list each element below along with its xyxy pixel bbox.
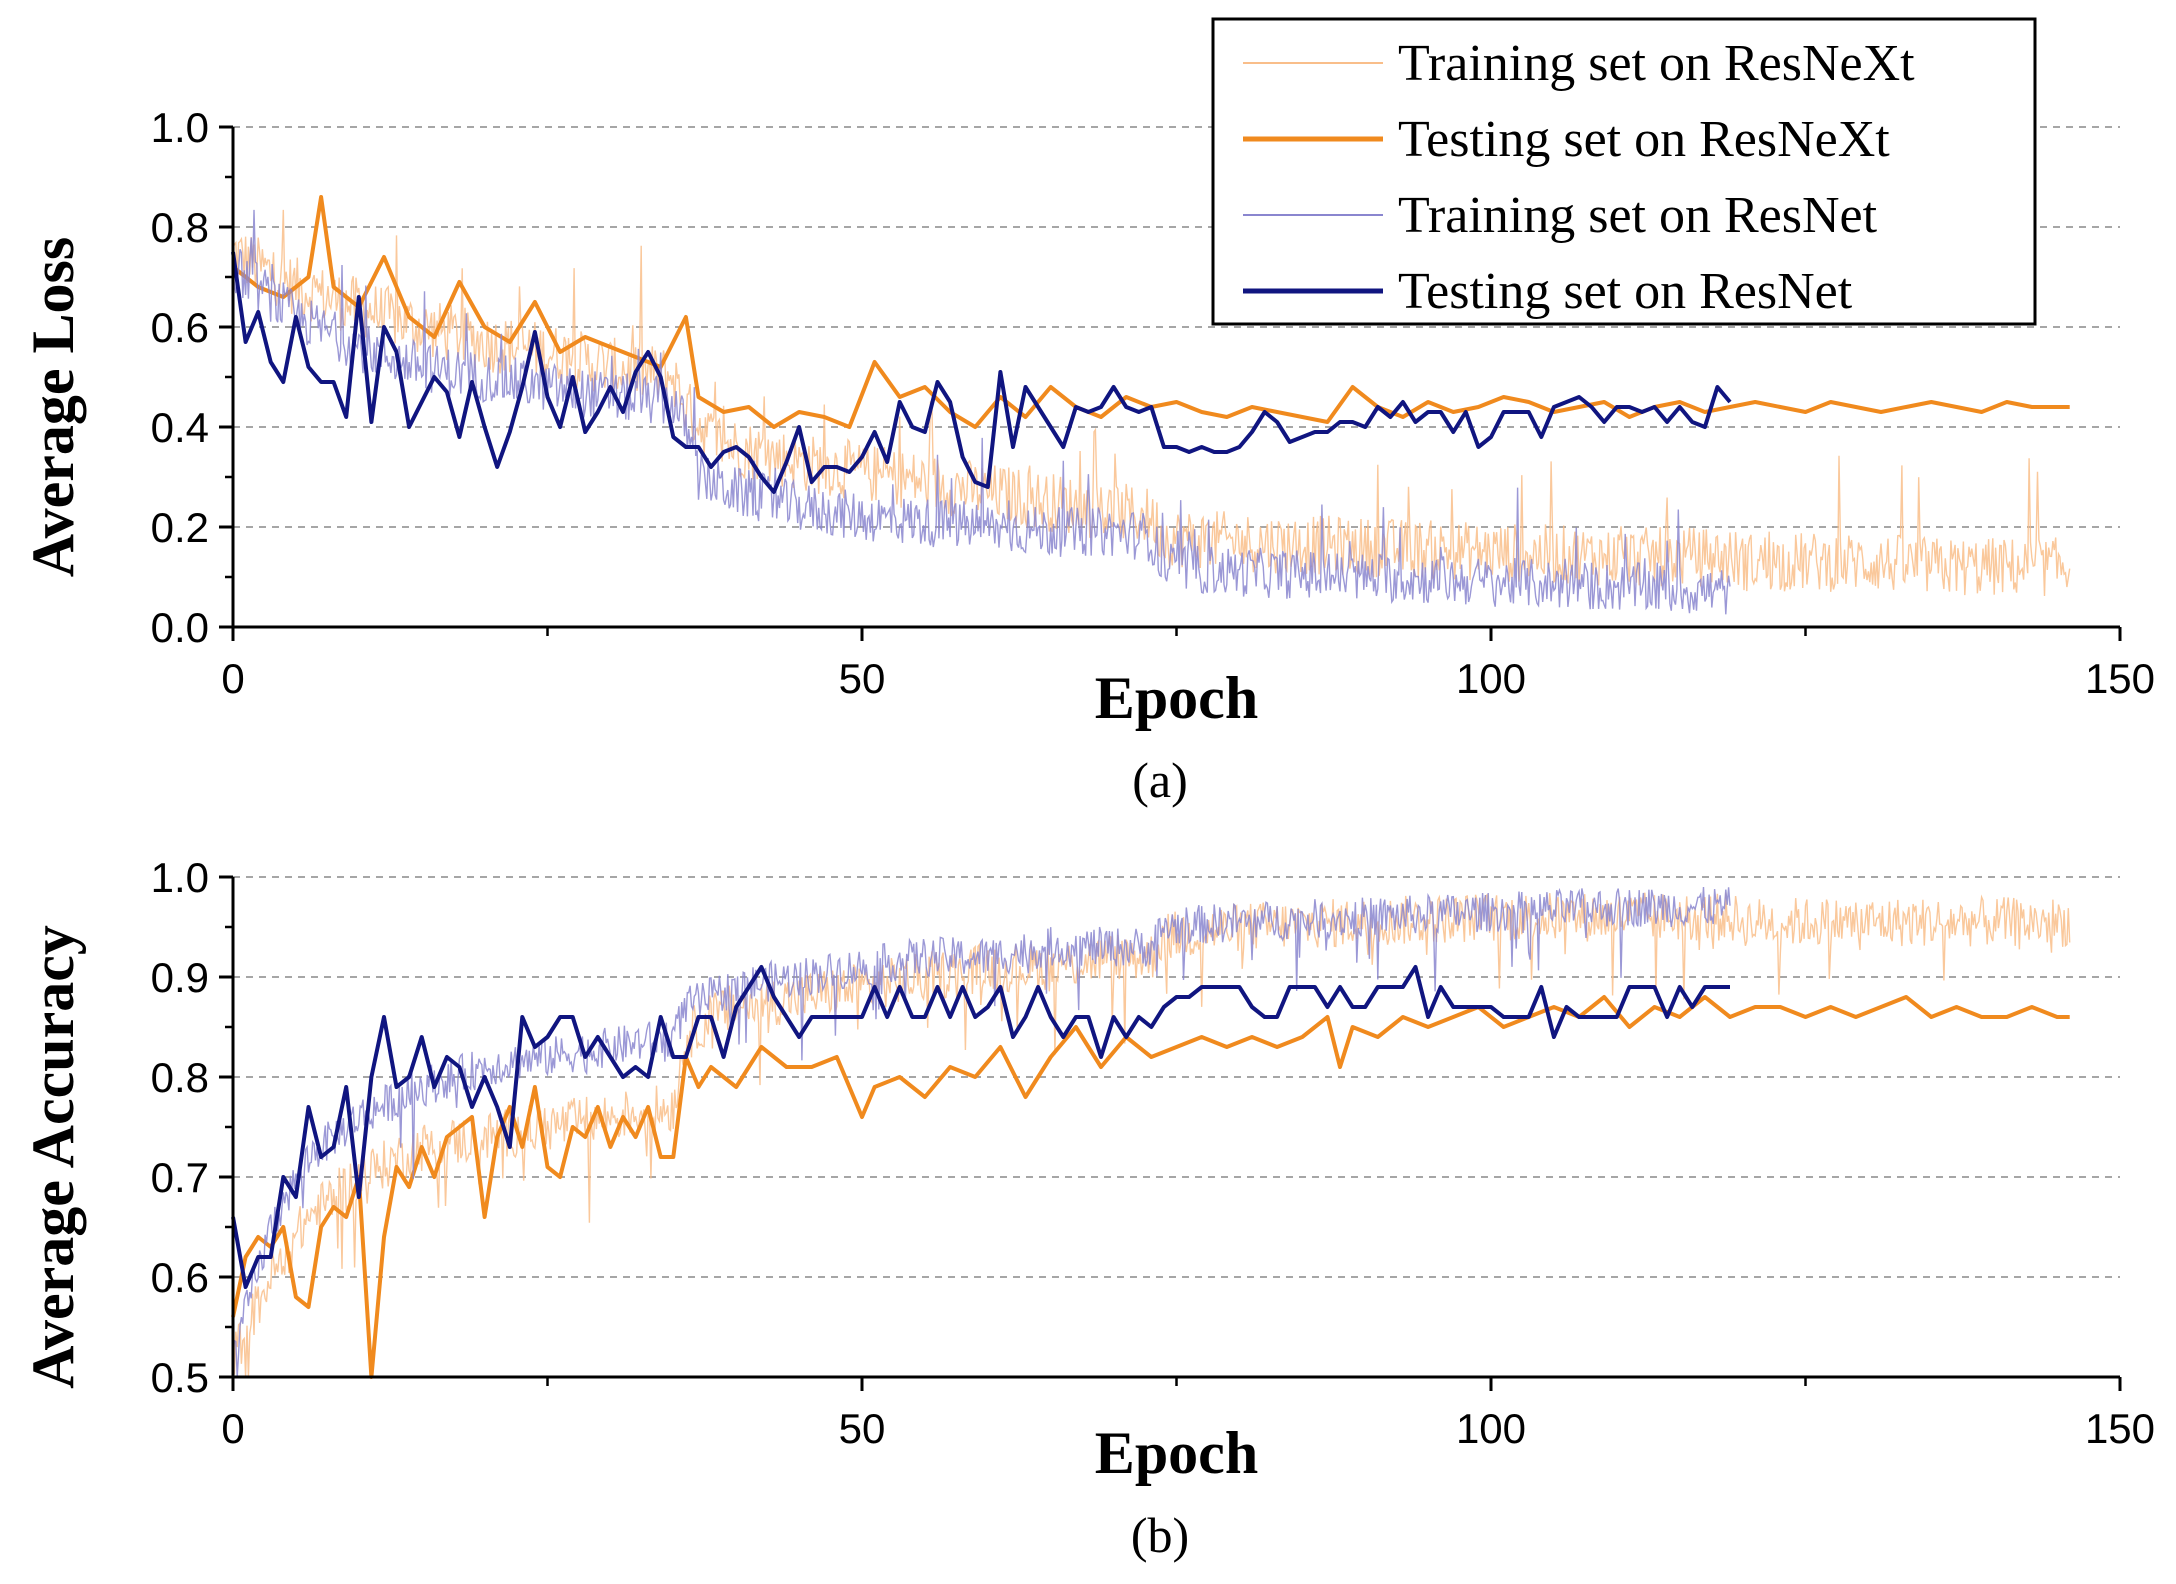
series-resnet_test-line: [231, 251, 1732, 494]
x-axis-label: Epoch: [1095, 665, 1258, 731]
x-tick-label: 100: [1456, 1405, 1526, 1452]
y-tick-label: 1.0: [151, 854, 209, 901]
y-tick-label: 0.7: [151, 1154, 209, 1201]
y-tick-label: 1.0: [151, 104, 209, 151]
x-tick-label: 100: [1456, 655, 1526, 702]
series-resnext_test-line: [231, 195, 2070, 429]
legend-label: Testing set on ResNeXt: [1398, 111, 1890, 168]
x-tick-label: 50: [839, 1405, 886, 1452]
y-tick-label: 0.8: [151, 204, 209, 251]
panel-caption: (b): [1131, 1507, 1189, 1563]
series-resnet_train-line: [232, 209, 1731, 615]
legend-label: Testing set on ResNet: [1398, 263, 1853, 320]
series-resnext_train-line: [232, 892, 2071, 1378]
y-tick-label: 0.5: [151, 1354, 209, 1401]
y-tick-label: 0.0: [151, 604, 209, 651]
y-tick-label: 0.9: [151, 954, 209, 1001]
x-tick-label: 150: [2085, 655, 2155, 702]
series-resnet_test-line: [231, 965, 1730, 1289]
series-resnext_test-line: [231, 995, 2070, 1379]
series-resnet_train-line: [232, 886, 1731, 1378]
y-tick-label: 0.4: [151, 404, 209, 451]
y-tick-label: 0.6: [151, 304, 209, 351]
y-axis-label: Average Loss: [20, 237, 86, 578]
loss-chart: 0.0 0.2 0.4 0.6 0.8 1.0 0 50 100 150 Epoch Average …: [20, 104, 2155, 808]
legend-label: Training set on ResNeXt: [1398, 35, 1915, 92]
x-tick-label: 150: [2085, 1405, 2155, 1452]
y-axis-label: Average Accuracy: [20, 925, 86, 1389]
legend-label: Training set on ResNet: [1398, 187, 1878, 244]
y-tick-label: 0.6: [151, 1254, 209, 1301]
legend-box: [1211, 17, 2037, 326]
x-tick-label: 50: [839, 655, 886, 702]
y-tick-label: 0.8: [151, 1054, 209, 1101]
x-tick-label: 0: [221, 1405, 244, 1452]
x-axis-label: Epoch: [1095, 1420, 1258, 1486]
y-tick-label: 0.2: [151, 504, 209, 551]
panel-caption: (a): [1132, 752, 1188, 808]
x-tick-label: 0: [221, 655, 244, 702]
accuracy-chart: 0.5 0.6 0.7 0.8 0.9 1.0 0 50 100 150 Epoch Average …: [20, 854, 2155, 1563]
legend: Training set on ResNeXt Testing set on Re…: [1211, 17, 2037, 326]
